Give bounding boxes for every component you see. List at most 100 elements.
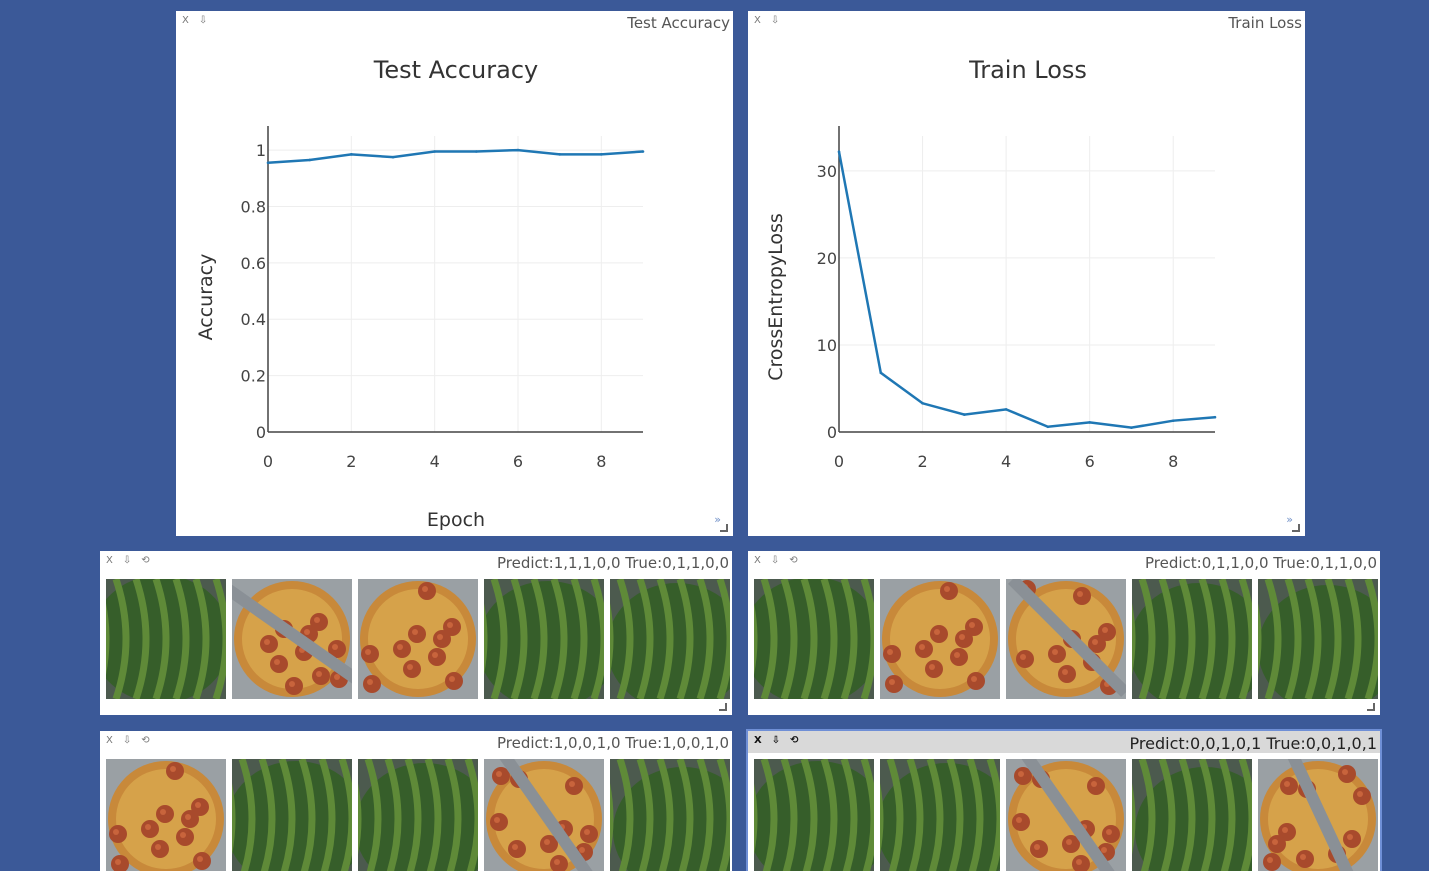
data-point [921,401,924,405]
close-icon[interactable]: X [754,735,762,746]
test-accuracy-pane[interactable]: X ⇩ Test Accuracy Test Accuracy Accuracy… [176,11,733,536]
pizza-image [1006,579,1126,699]
pane-titlebar[interactable]: X ⇩ ⟲ Predict:1,0,0,1,0 True:1,0,0,1,0 [100,731,732,753]
watermelon-image [358,759,478,871]
data-point [391,155,395,159]
data-point [1171,419,1175,422]
data-point [475,150,478,153]
close-icon[interactable]: X [182,15,189,26]
data-point [266,161,270,165]
close-icon[interactable]: X [106,555,113,566]
y-tick-label: 10 [817,336,837,355]
train-loss-pane[interactable]: X ⇩ Train Loss Train Loss CrossEntropyLo… [748,11,1305,536]
data-point [879,371,883,375]
download-icon[interactable]: ⇩ [771,735,781,746]
watermelon-image [610,759,730,871]
expand-icon[interactable]: » [1286,513,1293,526]
loss-chart: Train Loss CrossEntropyLoss 0 2 4 6 8 0 10 20 30 [765,56,1217,471]
x-tick-label: 8 [1168,452,1178,471]
y-tick-label: 0 [827,423,837,442]
reload-icon[interactable]: ⟲ [141,555,150,566]
y-tick-label: 0.8 [241,197,266,216]
pane-titlebar[interactable]: X ⇩ ⟲ Predict:1,1,1,0,0 True:0,1,1,0,0 [100,551,732,573]
reload-icon[interactable]: ⟲ [789,555,798,566]
pizza-image [484,759,604,871]
watermelon-image [754,759,874,871]
image-pane[interactable]: X ⇩ ⟲ Predict:1,0,0,1,0 True:1,0,0,1,0 [100,731,732,871]
pizza-image [232,579,352,699]
data-point [1046,425,1050,429]
reload-icon[interactable]: ⟲ [141,735,150,746]
pane-title: Predict:1,1,1,0,0 True:0,1,1,0,0 [497,554,729,572]
resize-handle[interactable] [719,703,727,711]
x-axis-label: Epoch [427,509,485,531]
watermelon-image [1132,579,1252,699]
download-icon[interactable]: ⇩ [198,15,208,26]
image-pane[interactable]: X ⇩ ⟲ Predict:0,1,1,0,0 True:0,1,1,0,0 [748,551,1380,715]
data-point [1004,408,1008,411]
pane-title: Predict:0,1,1,0,0 True:0,1,1,0,0 [1145,554,1377,572]
chart-title: Test Accuracy [373,56,538,84]
chart-title: Train Loss [968,56,1087,84]
x-tick-label: 6 [513,452,523,471]
close-icon[interactable]: X [754,15,761,26]
close-icon[interactable]: X [754,555,761,566]
pizza-image [1258,759,1378,871]
y-tick-label: 0 [256,423,266,442]
series-line [837,151,1216,429]
download-icon[interactable]: ⇩ [122,555,132,566]
y-axis-label: CrossEntropyLoss [765,213,787,381]
data-point [1130,426,1133,429]
data-point [350,153,353,156]
resize-handle[interactable] [1292,524,1300,532]
watermelon-image [880,759,1000,871]
pizza-image [358,579,478,699]
data-point [433,150,436,153]
pizza-image [106,759,226,871]
close-icon[interactable]: X [106,735,113,746]
x-tick-label: 6 [1085,452,1095,471]
x-tick-label: 2 [917,452,927,471]
data-point [308,158,311,162]
download-icon[interactable]: ⇩ [122,735,132,746]
download-icon[interactable]: ⇩ [770,555,780,566]
x-tick-label: 4 [430,452,440,471]
data-point [1213,415,1217,419]
y-tick-label: 1 [256,141,266,160]
pane-titlebar[interactable]: X ⇩ ⟲ Predict:0,1,1,0,0 True:0,1,1,0,0 [748,551,1380,573]
pane-title: Test Accuracy [627,14,730,32]
resize-handle[interactable] [1367,703,1375,711]
x-tick-label: 4 [1001,452,1011,471]
pane-titlebar[interactable]: X ⇩ Train Loss [748,11,1305,33]
y-axis-label: Accuracy [195,254,217,341]
y-tick-label: 30 [817,162,837,181]
watermelon-image [1132,759,1252,871]
download-icon[interactable]: ⇩ [770,15,780,26]
watermelon-image [754,579,874,699]
watermelon-image [232,759,352,871]
reload-icon[interactable]: ⟲ [790,735,799,746]
x-tick-label: 8 [596,452,606,471]
data-point [600,153,603,156]
data-point [963,413,966,416]
pane-titlebar[interactable]: X ⇩ Test Accuracy [176,11,733,33]
watermelon-image [484,579,604,699]
pane-title: Train Loss [1228,14,1302,32]
data-point [1088,421,1091,424]
y-tick-label: 20 [817,249,837,268]
pane-title: Predict:0,0,1,0,1 True:0,0,1,0,1 [1129,734,1377,753]
resize-handle[interactable] [720,524,728,532]
series-line [267,148,644,165]
watermelon-image [106,579,226,699]
expand-icon[interactable]: » [714,513,721,526]
pane-titlebar[interactable]: X ⇩ ⟲ Predict:0,0,1,0,1 True:0,0,1,0,1 [748,731,1380,753]
y-tick-label: 0.6 [241,254,266,273]
image-pane[interactable]: X ⇩ ⟲ Predict:0,0,1,0,1 True:0,0,1,0,1 [746,729,1382,871]
x-tick-label: 0 [263,452,273,471]
data-point [641,150,645,153]
data-point [558,153,561,156]
pane-title: Predict:1,0,0,1,0 True:1,0,0,1,0 [497,734,729,752]
watermelon-image [1258,579,1378,699]
image-pane[interactable]: X ⇩ ⟲ Predict:1,1,1,0,0 True:0,1,1,0,0 [100,551,732,715]
pizza-image [880,579,1000,699]
